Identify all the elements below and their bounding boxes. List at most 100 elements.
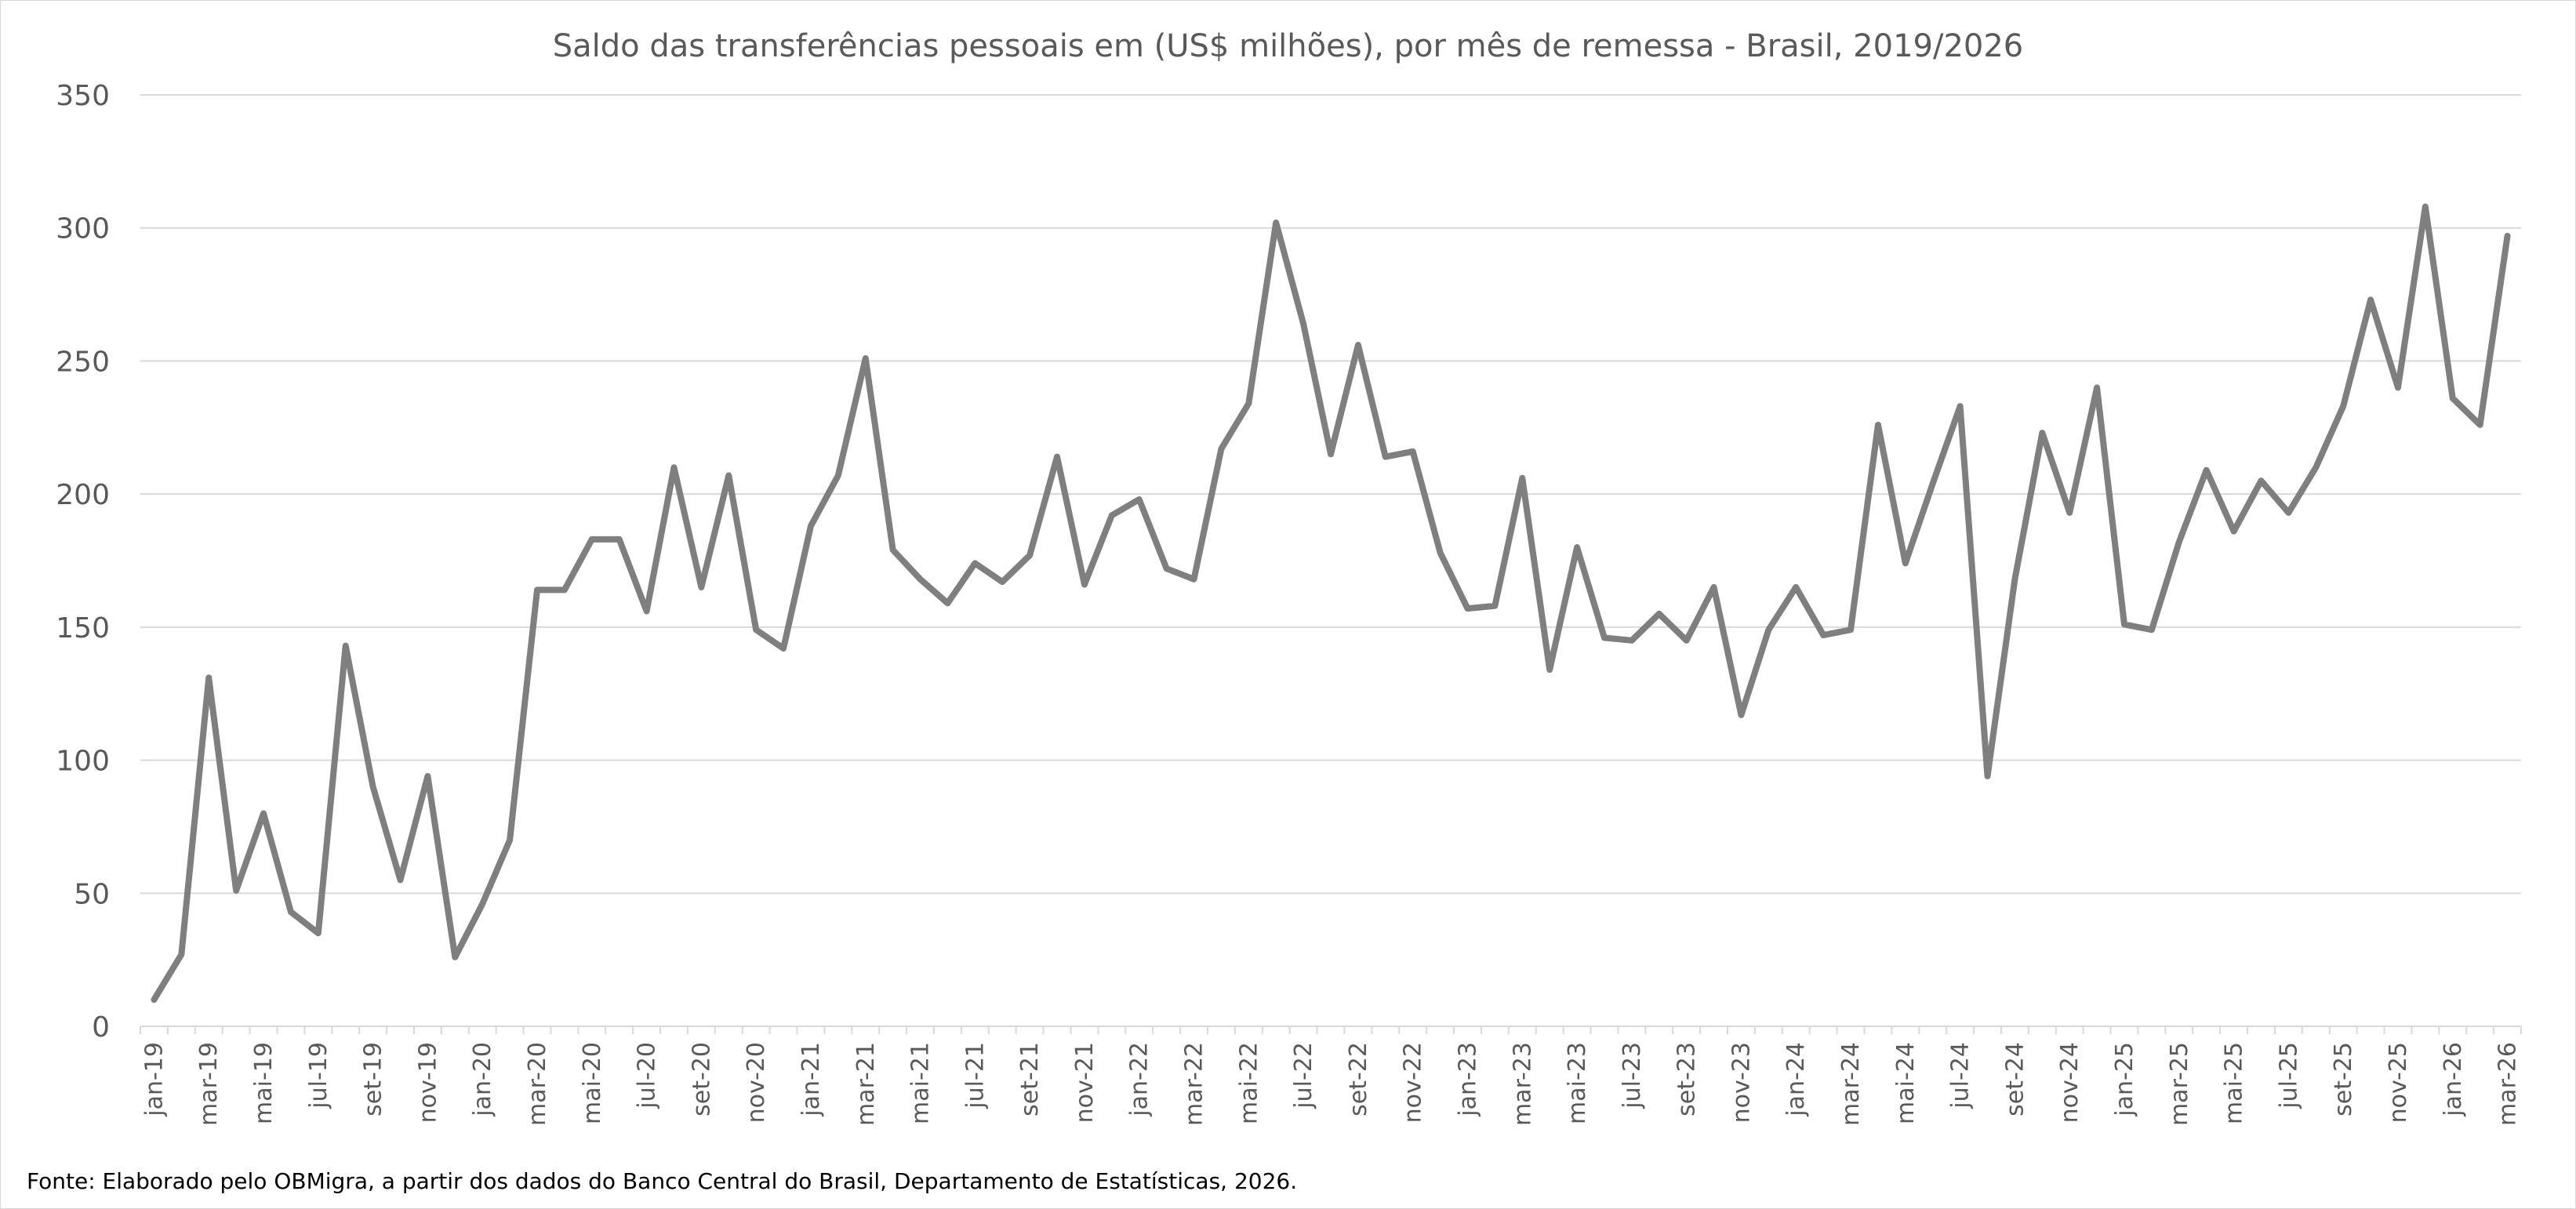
y-tick-label-350: 350 [56,80,110,112]
x-tick-label-jan-20: jan-20 [469,1042,496,1117]
x-tick-label-set-25: set-25 [2330,1042,2357,1116]
data-point-jun-24 [1930,481,1936,487]
data-point-jul-20 [644,608,650,614]
data-point-abr-19 [233,888,239,894]
x-tick-label-jul-20: jul-20 [634,1042,661,1109]
series-line-0 [151,203,2511,1004]
data-point-jul-19 [315,930,322,936]
data-point-fev-24 [1820,632,1826,638]
data-point-set-24 [2011,576,2018,583]
data-point-mar-20 [534,586,540,593]
data-point-fev-23 [1491,603,1498,609]
y-tick-label-50: 50 [74,878,110,910]
x-tick-label-mai-20: mai-20 [579,1042,606,1124]
data-point-out-23 [1711,584,1717,590]
x-tick-label-nov-21: nov-21 [1071,1042,1099,1123]
data-point-jun-21 [944,600,950,606]
x-tick-label-mai-25: mai-25 [2221,1042,2248,1124]
data-point-mar-26 [2505,233,2511,239]
data-point-dez-24 [2094,384,2100,390]
x-tick-label-mai-23: mai-23 [1564,1042,1591,1124]
data-point-out-22 [1382,454,1389,460]
data-point-mar-19 [205,674,212,681]
data-point-jul-21 [972,560,978,566]
y-tick-label-250: 250 [56,346,110,378]
data-point-jan-19 [151,997,157,1003]
y-tick-label-0: 0 [92,1011,110,1044]
data-point-jan-22 [1136,496,1143,503]
data-point-set-22 [1355,342,1361,348]
data-point-dez-20 [780,645,787,652]
data-point-mai-20 [589,536,595,543]
x-tick-label-nov-22: nov-22 [1400,1042,1427,1123]
data-point-nov-21 [1081,582,1088,588]
data-point-mai-22 [1245,401,1252,407]
data-point-fev-26 [2477,422,2483,428]
data-point-ago-25 [2313,464,2319,470]
data-point-dez-23 [1765,626,1771,633]
x-tick-label-mai-22: mai-22 [1235,1042,1263,1124]
data-point-mar-21 [863,355,869,361]
x-tick-label-set-19: set-19 [360,1042,387,1116]
data-point-jan-23 [1464,605,1470,612]
data-point-nov-25 [2395,384,2401,390]
data-point-mai-21 [917,576,924,583]
x-tick-label-nov-25: nov-25 [2385,1042,2412,1123]
data-point-jul-25 [2285,510,2291,516]
data-point-mai-25 [2231,528,2237,535]
data-point-jun-20 [616,536,623,543]
data-point-mar-24 [1848,626,1854,633]
data-point-fev-20 [507,837,513,843]
data-point-abr-24 [1875,422,1881,428]
data-point-jan-20 [479,901,485,907]
x-tick-label-nov-19: nov-19 [414,1042,441,1123]
data-point-set-23 [1684,637,1690,644]
x-tick-label-mar-25: mar-25 [2166,1042,2193,1126]
data-point-ago-20 [670,464,677,470]
x-tick-label-jan-22: jan-22 [1126,1042,1154,1117]
data-point-ago-19 [343,643,349,649]
data-point-mar-25 [2176,539,2182,545]
data-point-jun-25 [2258,477,2264,484]
data-point-out-25 [2367,296,2374,303]
data-point-out-21 [1054,454,1060,460]
data-point-abr-20 [561,586,568,593]
source-note: Fonte: Elaborado pelo OBMigra, a partir … [27,1168,1298,1194]
x-tick-label-jul-22: jul-22 [1290,1042,1317,1109]
data-point-set-20 [698,584,704,590]
data-point-jan-26 [2450,395,2456,401]
x-tick-label-jan-21: jan-21 [798,1042,825,1117]
x-tick-label-mar-24: mar-24 [1837,1042,1865,1126]
x-tick-label-mar-20: mar-20 [524,1042,551,1126]
data-point-set-25 [2340,403,2346,409]
data-point-dez-25 [2422,204,2429,210]
data-point-mar-22 [1191,576,1197,583]
x-tick-label-mai-21: mai-21 [907,1042,935,1124]
data-point-jan-24 [1793,584,1799,590]
data-point-jun-19 [288,909,294,915]
chart-title: Saldo das transferências pessoais em (US… [552,28,2024,64]
x-tick-label-mar-26: mar-26 [2494,1042,2522,1126]
data-point-ago-21 [999,579,1005,585]
data-point-dez-22 [1437,550,1444,556]
x-tick-label-jul-24: jul-24 [1947,1042,1975,1109]
x-tick-label-jul-19: jul-19 [305,1042,332,1109]
data-point-nov-23 [1738,712,1744,718]
data-point-dez-21 [1109,512,1115,518]
data-point-jul-23 [1629,637,1635,644]
data-point-jul-24 [1957,403,1964,409]
x-tick-label-mar-22: mar-22 [1181,1042,1208,1126]
data-point-abr-23 [1546,666,1553,673]
data-point-nov-22 [1410,448,1416,455]
data-point-jan-21 [808,523,814,529]
data-point-ago-22 [1328,451,1334,457]
data-point-set-19 [370,784,376,790]
data-point-out-19 [398,877,404,883]
data-point-out-24 [2039,430,2045,436]
x-tick-label-set-24: set-24 [2001,1042,2029,1116]
data-point-fev-25 [2149,626,2155,633]
x-tick-label-mar-19: mar-19 [195,1042,223,1126]
data-point-mai-24 [1902,560,1909,566]
data-point-jul-22 [1300,321,1306,327]
